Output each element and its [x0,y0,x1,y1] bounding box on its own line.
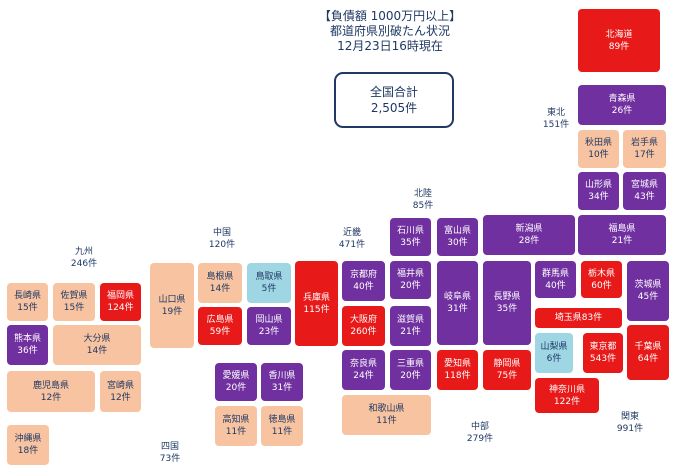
pref-gifu: 岐阜県 31件 [437,261,478,345]
pref-tokyo: 東京都 543件 [583,333,623,373]
pref-okinawa: 沖縄県 18件 [7,425,49,465]
pref-shimane: 島根県 14件 [198,263,242,303]
pref-ehime: 愛媛県 20件 [215,363,257,401]
pref-nagano: 長野県 35件 [483,261,531,345]
pref-saga: 佐賀県 15件 [53,283,95,321]
pref-kumamoto: 熊本県 36件 [7,325,48,365]
pref-tokushima: 徳島県 11件 [261,406,303,446]
pref-niigata: 新潟県 28件 [483,215,575,255]
pref-saitama: 埼玉県83件 [535,308,622,328]
header-title: 【負債額 1000万円以上】 [318,9,462,23]
national-total-label: 全国合計 [369,85,418,99]
pref-kochi: 高知県 11件 [215,406,257,446]
pref-okayama: 岡山県 23件 [247,307,291,345]
header-subtitle: 都道府県別破たん状況 [329,24,450,38]
region-label-kyushu: 九州 246件 [70,247,98,269]
pref-kyoto: 京都府 40件 [342,261,385,301]
pref-akita: 秋田県 10件 [578,130,619,168]
pref-hokkaido: 北海道 89件 [578,9,660,72]
pref-hiroshima: 広島県 59件 [198,307,242,345]
pref-yamanashi: 山梨県 6件 [535,333,573,373]
pref-miyazaki: 宮崎県 12件 [100,371,141,412]
pref-hyogo: 兵庫県 115件 [295,261,338,346]
pref-fukui: 福井県 20件 [390,261,431,299]
pref-toyama: 富山県 30件 [437,218,478,256]
pref-shiga: 滋賀県 21件 [390,306,431,346]
pref-kagawa: 香川県 31件 [261,363,303,401]
region-label-shikoku: 四国 73件 [159,442,181,464]
pref-kanagawa: 神奈川県 122件 [535,378,599,413]
pref-nagasaki: 長崎県 15件 [7,283,48,321]
pref-wakayama: 和歌山県 11件 [342,395,431,435]
pref-osaka: 大阪府 260件 [342,306,385,346]
pref-ishikawa: 石川県 35件 [390,218,431,256]
pref-mie: 三重県 20件 [390,350,431,390]
region-label-hokuriku: 北陸 85件 [412,189,434,211]
header-date: 12月23日16時現在 [337,39,443,53]
pref-nara: 奈良県 24件 [342,350,385,390]
pref-shizuoka: 静岡県 75件 [483,350,531,390]
pref-fukuoka: 福岡県 124件 [100,283,141,321]
region-label-kinki: 近畿 471件 [338,228,366,250]
pref-yamagata: 山形県 34件 [578,172,619,210]
pref-iwate: 岩手県 17件 [623,130,666,168]
national-total-value: 2,505件 [370,101,418,115]
pref-oita: 大分県 14件 [53,325,141,365]
region-label-tohoku: 東北 151件 [542,108,570,130]
region-label-chugoku: 中国 120件 [208,228,236,250]
pref-yamaguchi: 山口県 19件 [150,263,194,348]
pref-chiba: 千葉県 64件 [627,325,669,380]
region-label-chubu: 中部 279件 [466,422,494,444]
pref-ibaraki: 茨城県 45件 [627,261,669,321]
pref-miyagi: 宮城県 43件 [623,172,666,210]
pref-kagoshima: 鹿児島県 12件 [7,371,95,412]
national-total-box: 全国合計 2,505件 [334,72,454,128]
pref-gunma: 群馬県 40件 [535,261,576,298]
pref-aomori: 青森県 26件 [578,85,666,125]
region-label-kanto: 関東 991件 [616,412,644,434]
header: 【負債額 1000万円以上】 都道府県別破たん状況 12月23日16時現在 [270,9,510,54]
pref-aichi: 愛知県 118件 [437,350,478,390]
pref-tottori: 鳥取県 5件 [247,263,291,303]
pref-fukushima: 福島県 21件 [578,215,666,255]
pref-tochigi: 栃木県 60件 [581,261,622,298]
